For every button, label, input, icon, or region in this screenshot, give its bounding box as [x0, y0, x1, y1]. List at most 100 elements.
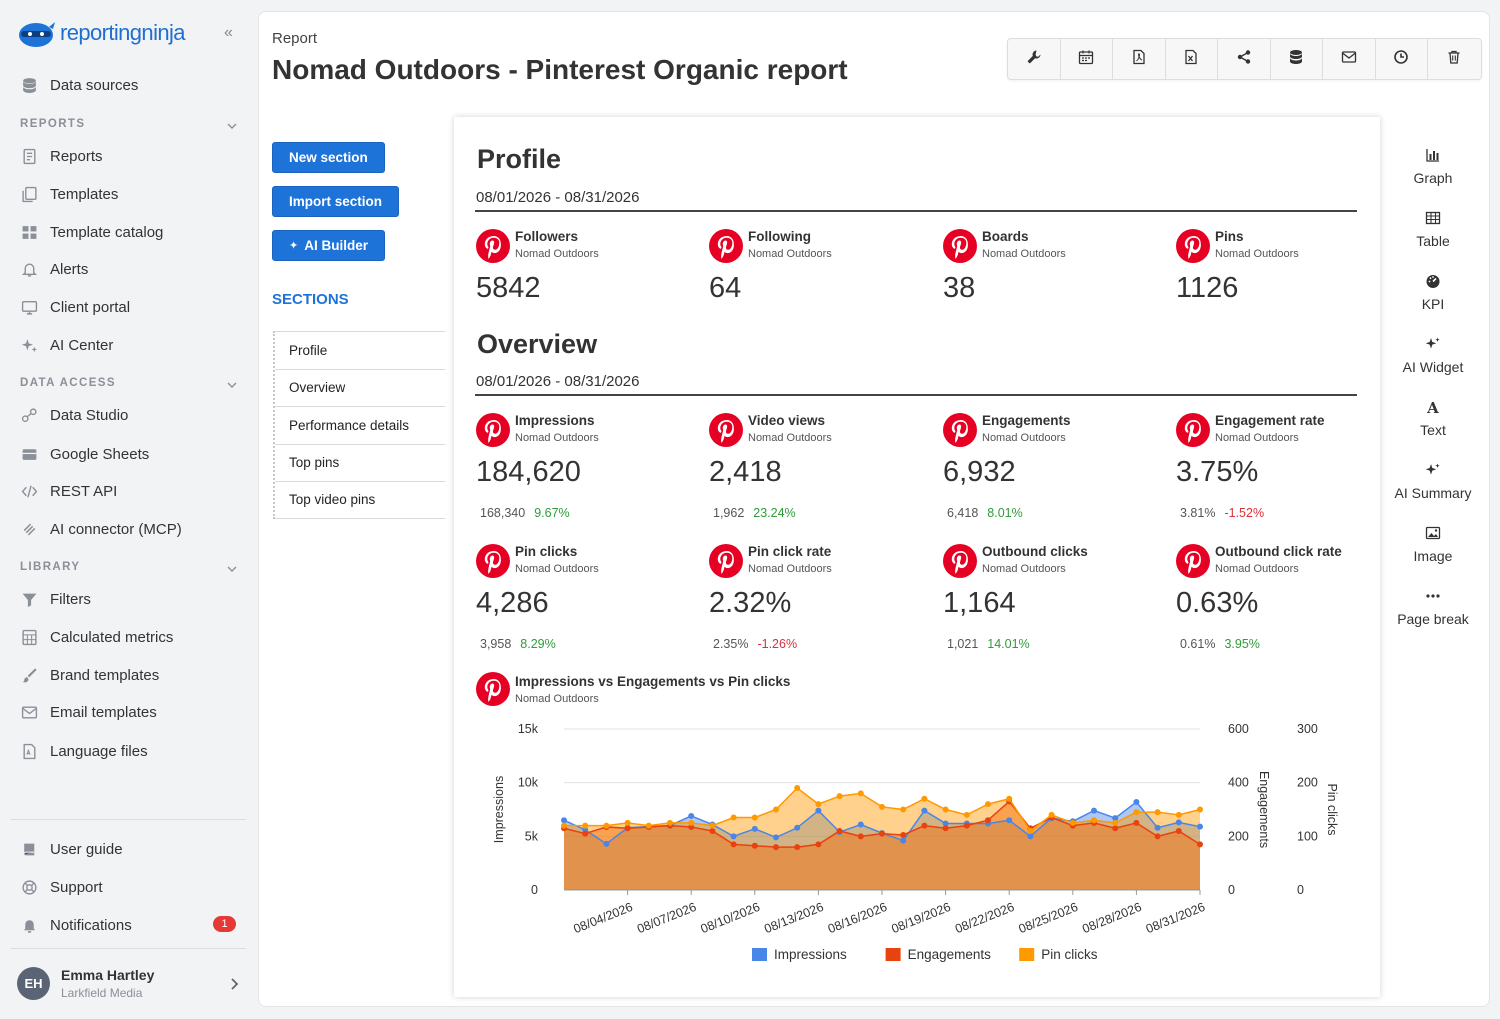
- schedule-button[interactable]: [1061, 39, 1113, 79]
- nav-data-studio[interactable]: Data Studio: [20, 403, 128, 427]
- data-point: [963, 822, 970, 829]
- x-tick-label: 08/22/2026: [953, 900, 1016, 936]
- settings-button[interactable]: [1008, 39, 1061, 79]
- section-item-top-pins[interactable]: Top pins: [275, 443, 445, 482]
- widget-table[interactable]: Table: [1385, 208, 1481, 249]
- nav-label: Data sources: [50, 76, 139, 94]
- nav-template-catalog[interactable]: Template catalog: [20, 220, 163, 244]
- widget-page-break[interactable]: Page break: [1385, 586, 1481, 627]
- kpi-comparison: 1,021 14.01%: [947, 637, 1030, 651]
- brand-logo[interactable]: reportingninja: [16, 18, 186, 48]
- y-tick-left: 10k: [518, 776, 539, 790]
- data-point: [900, 806, 907, 813]
- data-point: [794, 824, 801, 831]
- nav-notifications[interactable]: Notifications: [20, 913, 132, 937]
- nav-ai-center[interactable]: AI Center: [20, 333, 113, 357]
- kpi-value: 5842: [476, 272, 541, 304]
- nav-label: AI Center: [50, 336, 114, 354]
- data-point: [1091, 807, 1097, 814]
- delete-button[interactable]: [1428, 39, 1481, 79]
- history-button[interactable]: [1376, 39, 1428, 79]
- widget-label: Image: [1413, 548, 1453, 564]
- nav-support[interactable]: Support: [20, 875, 103, 899]
- nav-brand-templates[interactable]: Brand templates: [20, 663, 159, 687]
- kpi-card[interactable]: Engagements Nomad Outdoors 6,932 6,418 8.01%: [943, 413, 1163, 543]
- export-excel-button[interactable]: [1166, 39, 1218, 79]
- nav-reports[interactable]: Reports: [20, 144, 103, 168]
- data-button[interactable]: [1271, 39, 1323, 79]
- kpi-card[interactable]: Following Nomad Outdoors 64: [709, 229, 929, 359]
- kpi-card[interactable]: Pin click rate Nomad Outdoors 2.32% 2.35% -1…: [709, 544, 929, 674]
- new-section-button[interactable]: New section: [272, 142, 385, 173]
- nav-language-files[interactable]: Language files: [20, 739, 148, 763]
- nav-label: Calculated metrics: [50, 628, 174, 646]
- data-point: [1091, 817, 1097, 824]
- nav-client-portal[interactable]: Client portal: [20, 295, 130, 319]
- kpi-card[interactable]: Boards Nomad Outdoors 38: [943, 229, 1163, 359]
- section-item-profile[interactable]: Profile: [275, 331, 445, 369]
- widget-graph[interactable]: Graph: [1385, 145, 1481, 186]
- kpi-card[interactable]: Pins Nomad Outdoors 1126: [1176, 229, 1396, 359]
- chevron-down-icon[interactable]: [226, 562, 238, 580]
- nav-user-guide[interactable]: User guide: [20, 837, 123, 861]
- sheet-icon: [20, 445, 38, 463]
- kpi-name: Pins: [1215, 229, 1244, 244]
- breadcrumb[interactable]: Report: [272, 30, 318, 47]
- kpi-card[interactable]: Impressions Nomad Outdoors 184,620 168,340 9…: [476, 413, 696, 543]
- nav-rest-api[interactable]: REST API: [20, 479, 117, 503]
- import-section-button[interactable]: Import section: [272, 186, 400, 217]
- y-tick-mid: 600: [1228, 722, 1249, 736]
- export-pdf-button[interactable]: [1113, 39, 1166, 79]
- nav-ai-connector[interactable]: AI connector (MCP): [20, 517, 182, 541]
- nav-alerts[interactable]: Alerts: [20, 257, 88, 281]
- widget-ai-summary[interactable]: AI Summary: [1385, 460, 1481, 501]
- filter-icon: [20, 590, 38, 608]
- kpi-card[interactable]: Outbound click rate Nomad Outdoors 0.63% 0.…: [1176, 544, 1396, 674]
- widget-kpi[interactable]: KPI: [1385, 271, 1481, 312]
- chevron-down-icon[interactable]: [226, 119, 238, 137]
- nav-email-templates[interactable]: Email templates: [20, 700, 157, 724]
- widget-ai-widget[interactable]: AI Widget: [1385, 334, 1481, 375]
- section-item-performance-details[interactable]: Performance details: [275, 406, 445, 444]
- nav-filters[interactable]: Filters: [20, 587, 91, 611]
- overview-section-title[interactable]: Overview: [477, 329, 598, 359]
- widget-text[interactable]: A Text: [1385, 397, 1481, 438]
- nav-google-sheets[interactable]: Google Sheets: [20, 442, 149, 466]
- kpi-card[interactable]: Engagement rate Nomad Outdoors 3.75% 3.81% -…: [1176, 413, 1396, 543]
- legend-swatch: [752, 948, 767, 961]
- user-profile[interactable]: EH Emma Hartley Larkfield Media: [17, 967, 154, 1000]
- legend-label: Engagements: [908, 947, 992, 962]
- section-item-top-video-pins[interactable]: Top video pins: [275, 481, 445, 519]
- kpi-comparison: 0.61% 3.95%: [1180, 637, 1260, 651]
- nav-templates[interactable]: Templates: [20, 182, 118, 206]
- collapse-sidebar-icon[interactable]: «: [224, 24, 233, 41]
- profile-section-title[interactable]: Profile: [477, 144, 562, 174]
- report-page: Profile 08/01/2026 - 08/31/2026 Follower…: [454, 117, 1380, 997]
- nav-data-sources[interactable]: Data sources: [20, 73, 138, 97]
- text-icon: A: [1385, 397, 1481, 417]
- y-tick-mid: 0: [1228, 883, 1235, 897]
- section-item-overview[interactable]: Overview: [275, 368, 445, 407]
- ai-builder-button[interactable]: ✦ AI Builder: [272, 230, 385, 261]
- chevron-down-icon[interactable]: [226, 378, 238, 396]
- sidebar-divider: [11, 948, 246, 949]
- data-point: [1112, 815, 1119, 822]
- share-button[interactable]: [1218, 39, 1271, 79]
- kpi-card[interactable]: Video views Nomad Outdoors 2,418 1,962 23.24…: [709, 413, 929, 543]
- email-button[interactable]: [1323, 39, 1376, 79]
- calendar-icon: [1078, 49, 1094, 70]
- connector-icon: [20, 520, 38, 538]
- kpi-card[interactable]: Outbound clicks Nomad Outdoors 1,164 1,021 1…: [943, 544, 1163, 674]
- database-icon: [1288, 49, 1304, 70]
- chevron-right-icon[interactable]: [230, 977, 240, 996]
- legend-swatch: [885, 948, 901, 961]
- kpi-account: Nomad Outdoors: [748, 432, 832, 444]
- nav-label: Templates: [50, 185, 119, 203]
- nav-calculated-metrics[interactable]: Calculated metrics: [20, 625, 173, 649]
- kpi-card[interactable]: Followers Nomad Outdoors 5842: [476, 229, 696, 359]
- kpi-account: Nomad Outdoors: [982, 248, 1066, 260]
- widget-image[interactable]: Image: [1385, 523, 1481, 564]
- kpi-card[interactable]: Pin clicks Nomad Outdoors 4,286 3,958 8.29%: [476, 544, 696, 674]
- user-org: Larkfield Media: [61, 986, 143, 1000]
- bell-icon: [20, 916, 38, 934]
